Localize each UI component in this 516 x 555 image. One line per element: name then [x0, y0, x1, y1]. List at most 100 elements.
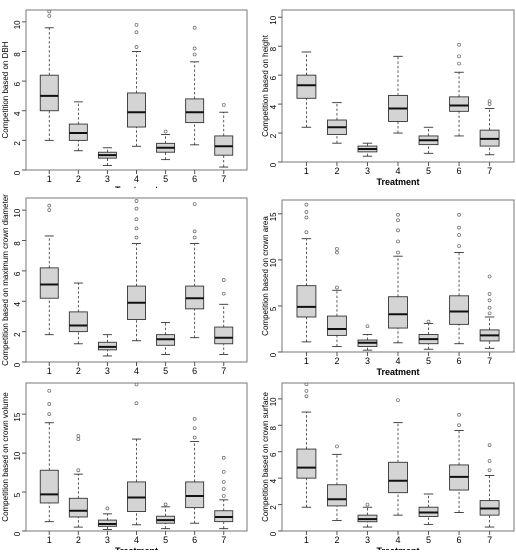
box-treatment-5	[156, 322, 176, 355]
outlier-point	[47, 412, 52, 417]
outlier-point	[426, 319, 431, 324]
box-treatment-6	[185, 202, 205, 339]
x-tick-label: 7	[487, 356, 492, 366]
x-tick-label: 1	[47, 535, 52, 545]
box-treatment-6	[449, 412, 469, 513]
outlier-point	[47, 9, 52, 14]
x-axis-label: Treatment	[115, 185, 158, 188]
iqr-box	[39, 267, 59, 299]
box-treatment-1	[39, 9, 59, 141]
outlier-point	[47, 203, 52, 208]
outlier-point	[47, 388, 52, 393]
outlier-point	[221, 494, 226, 498]
iqr-box	[327, 484, 347, 507]
y-tick-label: 2	[269, 133, 278, 138]
outlier-point	[134, 226, 139, 231]
outlier-point	[163, 502, 168, 507]
outlier-point	[221, 487, 226, 491]
box-treatment-1	[39, 388, 59, 523]
outlier-point	[192, 46, 197, 51]
x-tick-label: 5	[426, 356, 431, 366]
y-tick-label: 6	[13, 81, 22, 86]
box-treatment-2	[68, 101, 88, 152]
y-tick-label: 0	[269, 352, 278, 357]
outlier-point	[304, 215, 309, 220]
y-axis-label: Competition based on maximum crown diame…	[1, 194, 10, 366]
x-tick-label: 4	[395, 356, 400, 366]
x-tick-label: 3	[105, 366, 110, 376]
y-tick-label: 2	[13, 141, 22, 146]
outlier-point	[192, 426, 197, 431]
outlier-point	[457, 233, 461, 237]
y-tick-label: 10	[269, 258, 278, 267]
box-treatment-4	[127, 22, 146, 147]
x-tick-label: 2	[334, 166, 339, 176]
outlier-point	[134, 30, 139, 35]
outlier-point	[304, 210, 309, 214]
x-tick-label: 6	[457, 535, 462, 545]
x-tick-label: 2	[76, 174, 81, 184]
y-tick-label: 5	[269, 306, 278, 311]
outlier-point	[335, 285, 339, 290]
y-tick-label: 4	[269, 104, 278, 109]
y-tick-label: 6	[269, 75, 278, 80]
box-treatment-4	[388, 55, 408, 134]
outlier-point	[335, 444, 339, 449]
y-tick-label: 4	[13, 301, 22, 306]
iqr-box	[296, 448, 317, 479]
x-tick-label: 4	[395, 535, 400, 545]
outlier-point	[487, 311, 492, 316]
x-tick-label: 6	[192, 535, 197, 545]
outlier-point	[457, 244, 461, 248]
outlier-point	[192, 52, 197, 57]
iqr-box	[388, 461, 408, 494]
y-tick-label: 5	[13, 492, 22, 497]
outlier-point	[192, 25, 197, 30]
box-treatment-1	[296, 382, 317, 508]
box-treatment-4	[127, 382, 146, 526]
outlier-point	[134, 45, 139, 49]
outlier-point	[134, 235, 139, 240]
box-treatment-3	[357, 502, 378, 528]
outlier-point	[76, 434, 81, 438]
box-treatment-7	[479, 99, 500, 156]
x-tick-label: 3	[105, 535, 110, 545]
box-treatment-4	[388, 212, 408, 344]
x-axis-label: Treatment	[376, 177, 419, 187]
outlier-point	[487, 292, 492, 296]
x-tick-label: 5	[426, 535, 431, 545]
box-treatment-6	[185, 416, 205, 524]
outlier-point	[134, 206, 139, 211]
outlier-point	[134, 217, 139, 222]
iqr-box	[214, 326, 234, 345]
outlier-point	[304, 394, 309, 399]
outlier-point	[221, 455, 226, 460]
y-axis-label: Competition based on crown area	[261, 216, 270, 336]
y-axis-label: Competition based on DBH	[1, 41, 10, 138]
outlier-point	[76, 468, 81, 473]
box-treatment-7	[479, 443, 500, 528]
outlier-point	[134, 22, 139, 27]
y-tick-label: 6	[13, 271, 22, 276]
outlier-point	[47, 208, 52, 212]
x-tick-label: 6	[192, 366, 197, 376]
box-treatment-3	[97, 506, 117, 530]
box-treatment-5	[418, 126, 439, 154]
outlier-point	[221, 480, 226, 484]
x-tick-label: 7	[221, 174, 226, 184]
box-treatment-5	[156, 502, 176, 530]
box-treatment-3	[97, 147, 117, 167]
outlier-point	[221, 278, 226, 282]
x-tick-label: 2	[334, 535, 339, 545]
outlier-point	[487, 305, 492, 310]
box-treatment-1	[296, 202, 317, 343]
boxplot-svg: 0 5 10 15 1 2 3 4 5 6 7 Treatment Competition based …	[1, 382, 248, 555]
outlier-point	[134, 199, 139, 203]
x-tick-label: 3	[105, 174, 110, 184]
chart-panel-2: 0 2 4 6 8 10 1 2 3 4 5 6 7 Treatment Competition based…	[260, 0, 516, 188]
x-tick-label: 5	[163, 174, 168, 184]
x-tick-label: 4	[134, 174, 139, 184]
outlier-point	[304, 389, 309, 393]
